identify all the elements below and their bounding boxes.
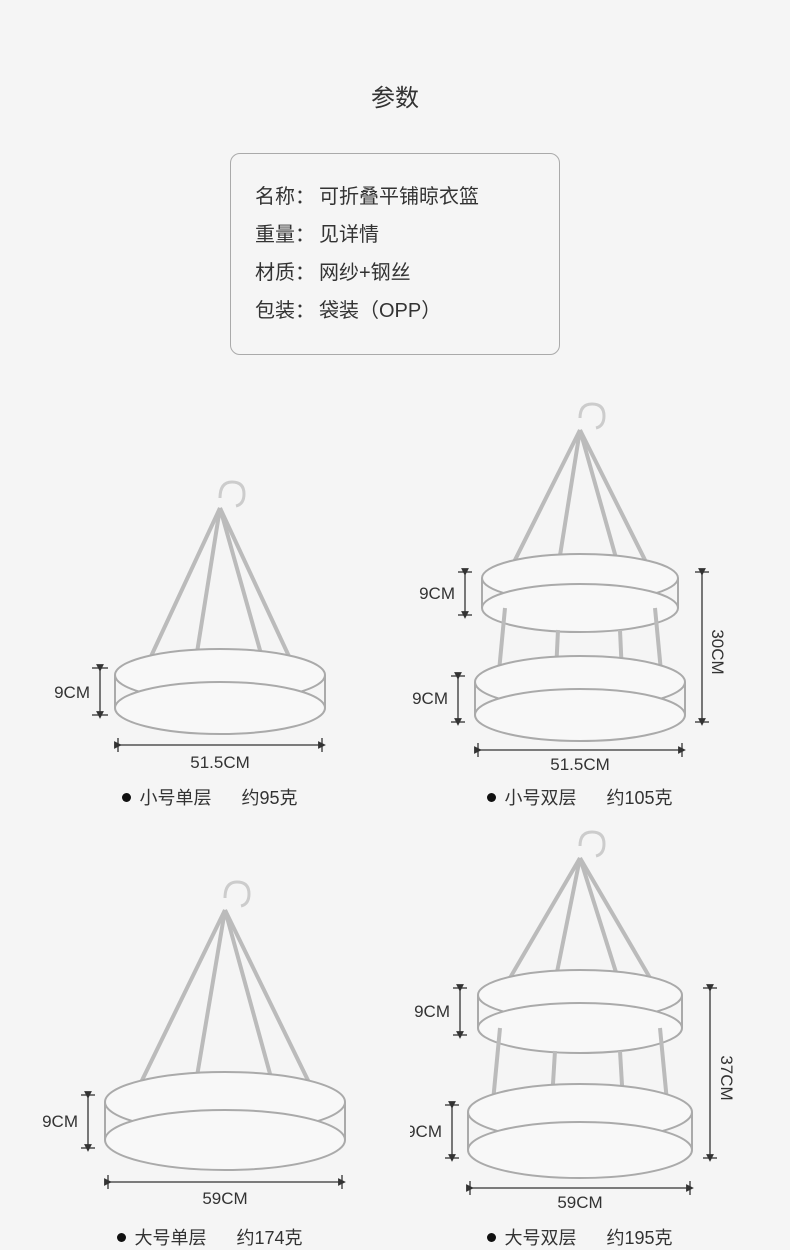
product-weight: 约105克 [606, 784, 672, 810]
product-card: 9CM 9CM 30CM 51.5CM 小号双层 [400, 400, 760, 810]
product-weight: 约95克 [241, 784, 297, 810]
product-card: 9CM 51.5CM 小号单层 约95克 [30, 400, 390, 810]
spec-value: 见详情 [319, 216, 379, 254]
product-caption: 小号单层 约95克 [122, 784, 297, 810]
product-caption: 大号单层 约174克 [117, 1224, 302, 1250]
spec-row: 包装： 袋装（OPP） [255, 292, 535, 330]
spec-label: 包装： [255, 292, 315, 330]
spec-row: 重量： 见详情 [255, 216, 535, 254]
product-card: 9CM 59CM 大号单层 约174克 [30, 840, 390, 1250]
spec-label: 重量： [255, 216, 315, 254]
spec-box: 名称： 可折叠平铺晾衣篮 重量： 见详情 材质： 网纱+钢丝 包装： 袋装（OP… [230, 153, 560, 355]
product-name: 大号双层 [504, 1224, 576, 1250]
products-grid: 9CM 51.5CM 小号单层 约95克 [0, 355, 790, 1250]
product-weight: 约195克 [606, 1224, 672, 1250]
product-diagram: 9CM 51.5CM [40, 400, 380, 770]
dim-tier-height: 9CM [414, 1002, 450, 1021]
product-name: 大号单层 [134, 1224, 206, 1250]
spec-label: 材质： [255, 254, 315, 292]
page-title: 参数 [0, 0, 790, 113]
bullet-icon [487, 793, 496, 802]
dim-tier-height: 9CM [412, 689, 448, 708]
dim-total-height: 37CM [717, 1055, 736, 1100]
bullet-icon [487, 1233, 496, 1242]
spec-row: 材质： 网纱+钢丝 [255, 254, 535, 292]
bullet-icon [122, 793, 131, 802]
dim-tier-height: 9CM [42, 1112, 78, 1131]
product-diagram: 9CM 59CM [40, 840, 380, 1210]
product-name: 小号单层 [139, 784, 211, 810]
product-name: 小号双层 [504, 784, 576, 810]
product-card: 9CM 9CM 37CM 59CM 大号双层 约1 [400, 840, 760, 1250]
product-caption: 小号双层 约105克 [487, 784, 672, 810]
spec-row: 名称： 可折叠平铺晾衣篮 [255, 178, 535, 216]
product-diagram: 9CM 9CM 30CM 51.5CM [410, 400, 750, 770]
product-caption: 大号双层 约195克 [487, 1224, 672, 1250]
bullet-icon [117, 1233, 126, 1242]
dim-tier-height: 9CM [54, 683, 90, 702]
dim-tier-height: 9CM [410, 1122, 442, 1141]
spec-value: 袋装（OPP） [319, 292, 441, 330]
dim-width: 59CM [557, 1193, 602, 1210]
dim-width: 51.5CM [190, 753, 250, 770]
dim-width: 59CM [202, 1189, 247, 1208]
spec-value: 网纱+钢丝 [319, 254, 411, 292]
dim-total-height: 30CM [708, 629, 727, 674]
dim-width: 51.5CM [550, 755, 610, 770]
product-weight: 约174克 [236, 1224, 302, 1250]
spec-value: 可折叠平铺晾衣篮 [319, 178, 479, 216]
product-diagram: 9CM 9CM 37CM 59CM [410, 840, 750, 1210]
dim-tier-height: 9CM [419, 584, 455, 603]
spec-label: 名称： [255, 178, 315, 216]
